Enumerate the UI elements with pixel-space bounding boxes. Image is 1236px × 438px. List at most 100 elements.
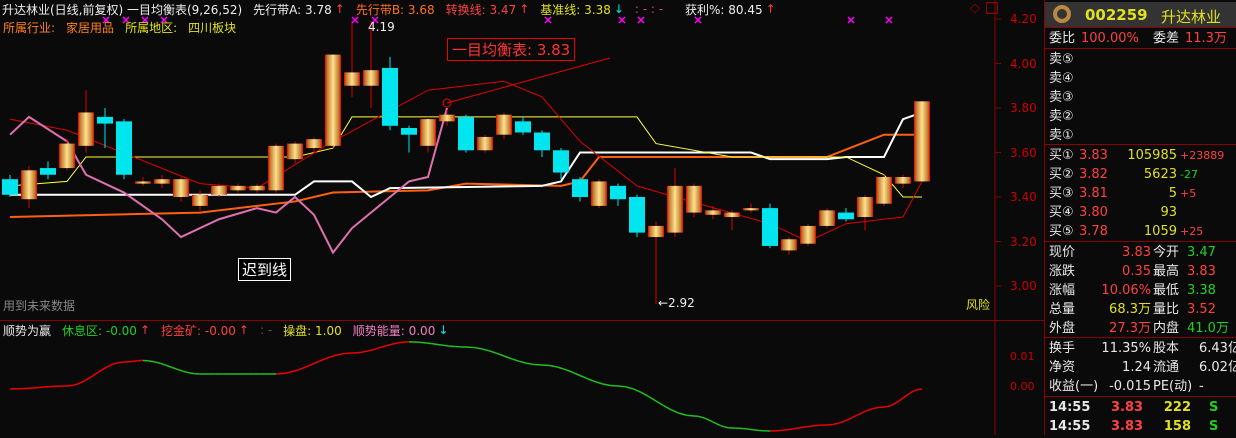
indicator-segment <box>550 366 558 367</box>
kline-chart[interactable]: 升达林业(日线,前复权) 一目均衡表(9,26,52) 先行带A: 3.78 ↑… <box>0 0 1040 320</box>
chart-title: 升达林业(日线,前复权) 一目均衡表(9,26,52) <box>2 1 242 18</box>
tick-price: 3.83 <box>1111 417 1143 436</box>
operation: 操盘: 1.00 <box>283 322 342 339</box>
buy-volume: 93 <box>1160 203 1177 222</box>
candle <box>211 186 227 195</box>
candle <box>895 177 911 184</box>
up-arrow-icon: ↑ <box>335 2 345 16</box>
axis-label: 3.00 <box>1010 279 1037 293</box>
indicator-segment <box>713 422 717 424</box>
indicator-segment <box>375 347 381 349</box>
up-arrow-icon: ↑ <box>239 323 249 337</box>
chart-header: 升达林业(日线,前复权) 一目均衡表(9,26,52) 先行带A: 3.78 ↑… <box>2 1 663 17</box>
stat-value: 0.35 <box>1122 262 1151 281</box>
stat-value: 3.38 <box>1187 281 1216 300</box>
indicator-segment <box>633 389 641 392</box>
axis-label: 3.80 <box>1010 101 1037 115</box>
lead-b: 先行带B: 3.68 <box>356 1 435 18</box>
sell-row: 卖② <box>1049 107 1236 126</box>
indicator-segment <box>702 417 706 418</box>
buy-label: 买② <box>1049 165 1074 184</box>
stat-label: 流通 <box>1153 358 1179 377</box>
indicator-segment <box>856 413 862 416</box>
high-label: 4.19 <box>368 20 395 34</box>
candle <box>154 179 170 183</box>
ichimoku-box: 一目均衡表: 3.83 <box>447 38 575 61</box>
candle <box>781 239 797 250</box>
risk-label: 风险 <box>966 296 990 313</box>
stock-name: 升达林业 <box>1161 6 1221 27</box>
candle <box>857 197 873 217</box>
candle <box>591 181 607 205</box>
axis-label: 3.40 <box>1010 190 1037 204</box>
candle <box>230 186 246 190</box>
buy-price: 3.80 <box>1079 203 1108 222</box>
buy-change: -27 <box>1180 165 1198 184</box>
candle <box>648 226 664 237</box>
candle <box>705 210 721 214</box>
indicator-segment <box>565 369 573 372</box>
stat-label: PE(动) <box>1153 377 1192 396</box>
buy-volume: 1059 <box>1144 222 1177 241</box>
profit: 获利%: 80.45 <box>685 1 763 18</box>
diamond-icon[interactable]: ◇ <box>970 1 980 16</box>
indicator-segment <box>844 419 850 422</box>
indicator-segment <box>107 364 113 367</box>
buy-volume: 5 <box>1169 184 1177 203</box>
indicator-segment <box>698 416 702 417</box>
buy-price: 3.82 <box>1079 165 1108 184</box>
indicator-segment <box>369 349 375 351</box>
indicator-chart[interactable]: 顺势为赢 休息区: -0.00 ↑ 挖金矿: -0.00 ↑ : - 操盘: 1… <box>0 321 1040 435</box>
stat-value: 3.83 <box>1122 243 1151 262</box>
candle <box>382 68 398 126</box>
indicator-segment <box>306 364 314 367</box>
wb-label: 委比 <box>1049 29 1075 48</box>
indicator-segment <box>381 346 387 348</box>
indicator-segment <box>504 356 512 359</box>
candle <box>59 144 75 168</box>
sell-row: 卖③ <box>1049 88 1236 107</box>
indicator-segment <box>101 367 107 370</box>
stat-value: 10.06% <box>1101 281 1151 300</box>
indicator-segment <box>299 367 307 370</box>
indicator-segment <box>603 384 611 385</box>
up-arrow-icon: ↑ <box>519 2 529 16</box>
indicator-segment <box>438 344 444 345</box>
stat-label: 最高 <box>1153 262 1179 281</box>
wc-label: 委差 <box>1153 29 1179 48</box>
indicator-segment <box>787 429 793 430</box>
trend-energy: 顺势能量: 0.00 <box>353 322 436 339</box>
split-view-icon[interactable] <box>986 2 998 14</box>
candle <box>344 72 360 85</box>
candle <box>116 121 132 174</box>
candle <box>762 208 778 246</box>
indicator-segment <box>861 411 867 414</box>
tick-volume: 222 <box>1164 398 1191 417</box>
sell-label: 卖① <box>1049 126 1074 145</box>
indicator-segment <box>149 361 155 362</box>
candle <box>724 213 740 217</box>
indicator-segment <box>363 351 369 352</box>
indicator-segment <box>160 363 166 365</box>
industry-label: 所属行业: <box>3 19 55 36</box>
indicator-segment <box>705 418 709 420</box>
buy-label: 买④ <box>1049 203 1074 222</box>
candle <box>40 168 56 175</box>
indicator-segment <box>474 347 482 348</box>
sub-axis-top: 0.01 <box>1010 350 1035 363</box>
stat-value: 3.83 <box>1187 262 1216 281</box>
candle <box>876 177 892 204</box>
indicator-segment <box>895 401 899 404</box>
buy-change: +25 <box>1180 222 1203 241</box>
logo-icon <box>1053 5 1071 23</box>
buy-change: +23889 <box>1180 146 1224 165</box>
buy-label: 买⑤ <box>1049 222 1074 241</box>
tick-price: 3.83 <box>1111 398 1143 417</box>
candle <box>610 186 626 199</box>
